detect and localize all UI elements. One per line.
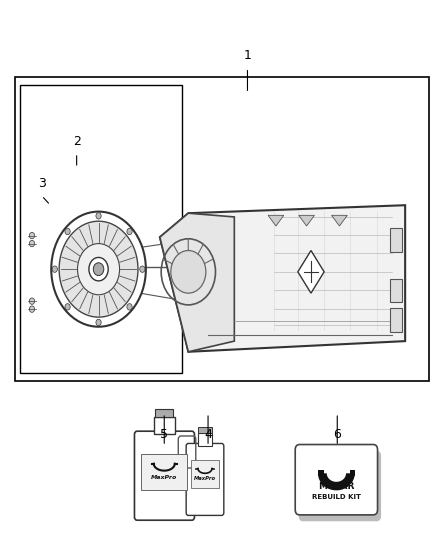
Circle shape (52, 266, 57, 272)
Polygon shape (268, 215, 284, 226)
Circle shape (93, 263, 104, 276)
Bar (154, 417, 175, 434)
Bar (191, 460, 219, 488)
Text: MaxPro: MaxPro (194, 475, 216, 481)
Circle shape (127, 228, 132, 235)
Bar (155, 409, 173, 417)
Circle shape (65, 304, 70, 310)
Bar (20, 85, 182, 373)
Polygon shape (160, 213, 234, 352)
Circle shape (59, 221, 138, 317)
Polygon shape (298, 251, 324, 293)
Circle shape (29, 240, 35, 247)
Text: 5: 5 (160, 428, 168, 441)
Polygon shape (332, 215, 347, 226)
Text: 3: 3 (38, 177, 46, 190)
Circle shape (78, 244, 120, 295)
Circle shape (89, 257, 108, 281)
Text: 6: 6 (333, 428, 341, 441)
Text: REBUILD KIT: REBUILD KIT (312, 494, 361, 500)
Bar (15, 77, 429, 381)
Circle shape (140, 266, 145, 272)
Circle shape (65, 228, 70, 235)
Circle shape (96, 319, 101, 326)
Polygon shape (318, 473, 355, 490)
Polygon shape (299, 215, 314, 226)
FancyBboxPatch shape (186, 443, 224, 515)
Text: 1: 1 (244, 50, 251, 62)
Circle shape (171, 251, 206, 293)
Circle shape (29, 306, 35, 312)
Text: 4: 4 (204, 428, 212, 441)
FancyBboxPatch shape (134, 431, 194, 520)
Circle shape (96, 213, 101, 219)
Bar (141, 454, 187, 490)
Bar (198, 427, 212, 433)
Bar (390, 308, 402, 332)
Text: MaxPro: MaxPro (151, 474, 177, 480)
Bar (318, 471, 324, 477)
Bar (390, 228, 402, 252)
FancyBboxPatch shape (299, 451, 381, 521)
Text: MOPAR: MOPAR (318, 482, 355, 490)
Bar (198, 433, 212, 446)
Bar (390, 279, 402, 302)
Circle shape (127, 304, 132, 310)
Circle shape (51, 212, 146, 327)
Circle shape (29, 232, 35, 239)
Polygon shape (160, 205, 405, 352)
Text: 2: 2 (73, 135, 81, 148)
Circle shape (29, 298, 35, 304)
FancyBboxPatch shape (295, 445, 378, 515)
Bar (350, 471, 355, 477)
